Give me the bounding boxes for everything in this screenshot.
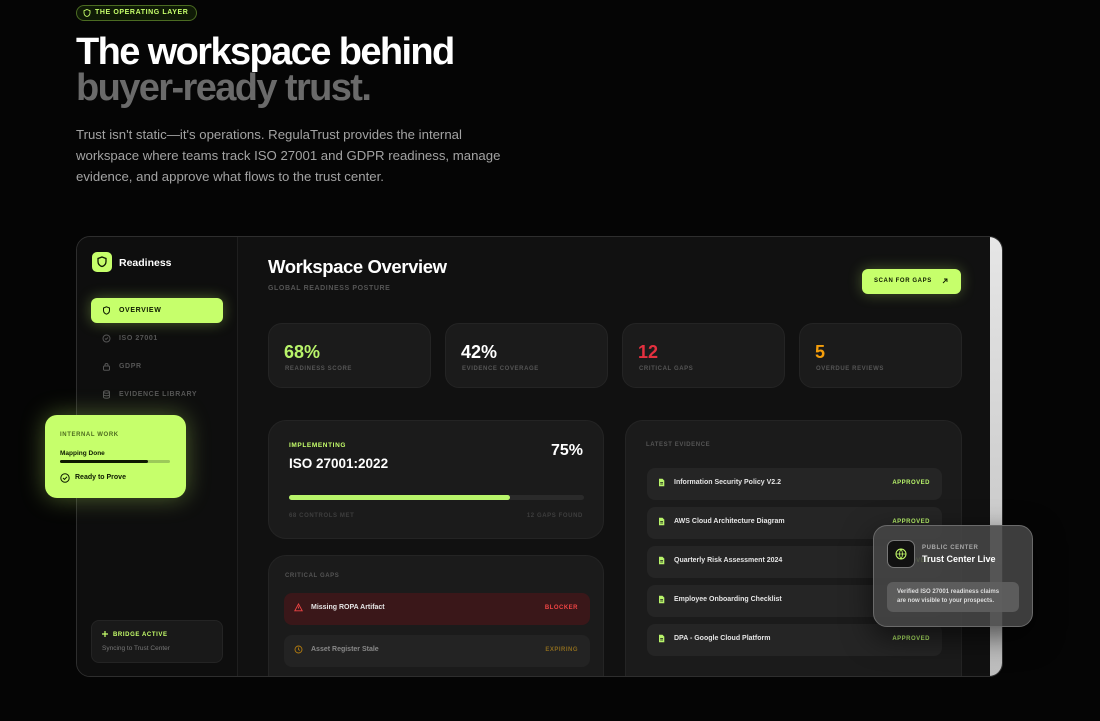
stat-label: CRITICAL GAPS xyxy=(639,366,694,372)
stat-value: 12 xyxy=(638,342,659,362)
gap-status: BLOCKER xyxy=(544,605,578,611)
controls-met: 68 CONTROLS MET xyxy=(289,513,355,519)
icon xyxy=(102,334,111,343)
evidence-status: APPROVED xyxy=(892,480,930,486)
stat-label: READINESS SCORE xyxy=(285,366,353,372)
globe-box xyxy=(887,540,915,568)
internal-status: Ready to Prove xyxy=(75,474,126,481)
evidence-name: Information Security Policy V2.2 xyxy=(674,479,781,486)
bridge-subtitle: Syncing to Trust Center xyxy=(102,645,170,652)
stat-card: 42% EVIDENCE COVERAGE xyxy=(445,323,608,388)
gap-name: Asset Register Stale xyxy=(311,646,379,653)
critical-gaps-card: CRITICAL GAPS Missing ROPA Artifact BLOCK… xyxy=(268,555,604,676)
nav-item[interactable]: ISO 27001 xyxy=(91,326,223,351)
scan-button[interactable]: SCAN FOR GAPS xyxy=(862,269,961,294)
stat-value: 42% xyxy=(461,342,498,362)
internal-task: Mapping Done xyxy=(60,450,105,457)
icon xyxy=(659,595,665,604)
icon xyxy=(659,478,665,487)
framework-card: IMPLEMENTING ISO 27001:2022 75% 68 CONTR… xyxy=(268,420,604,539)
page-subtitle: GLOBAL READINESS POSTURE xyxy=(268,285,391,292)
gap-status: EXPIRING xyxy=(545,647,578,653)
icon xyxy=(103,306,110,315)
internal-label: INTERNAL WORK xyxy=(60,432,119,438)
badge-text: THE OPERATING LAYER xyxy=(95,9,189,16)
critical-gaps-title: CRITICAL GAPS xyxy=(285,573,340,579)
scan-button-label: SCAN FOR GAPS xyxy=(874,278,932,284)
evidence-status: APPROVED xyxy=(892,519,930,525)
nav-label: GDPR xyxy=(119,363,142,370)
bridge-title: BRIDGE ACTIVE xyxy=(113,632,168,638)
brand-name: Readiness xyxy=(119,257,172,269)
arrow-icon xyxy=(942,278,948,284)
gap-name: Missing ROPA Artifact xyxy=(311,604,385,611)
icon xyxy=(659,517,665,526)
globe-icon xyxy=(895,548,907,560)
stat-label: OVERDUE REVIEWS xyxy=(816,366,885,372)
public-label: PUBLIC CENTER xyxy=(922,545,979,551)
bridge-icon xyxy=(102,631,108,637)
public-message: Verified ISO 27001 readiness claims are … xyxy=(887,582,1019,612)
headline-line2: buyer-ready trust. xyxy=(76,67,372,109)
evidence-name: AWS Cloud Architecture Diagram xyxy=(674,518,785,525)
evidence-row: Information Security Policy V2.2 APPROVED xyxy=(647,468,942,500)
nav-label: ISO 27001 xyxy=(119,335,158,342)
evidence-row: DPA - Google Cloud Platform APPROVED xyxy=(647,624,942,656)
icon xyxy=(103,390,110,399)
icon xyxy=(659,556,665,565)
bridge-card: BRIDGE ACTIVE Syncing to Trust Center xyxy=(91,620,223,663)
task-fill xyxy=(60,460,148,463)
nav-item[interactable]: OVERVIEW xyxy=(91,298,223,323)
stat-card: 68% READINESS SCORE xyxy=(268,323,431,388)
badge-icon xyxy=(83,9,91,17)
task-track xyxy=(60,460,170,463)
gap-row: Asset Register Stale EXPIRING xyxy=(284,635,590,667)
stat-card: 5 OVERDUE REVIEWS xyxy=(799,323,962,388)
brand-logo xyxy=(92,252,112,272)
icon xyxy=(659,634,665,643)
icon xyxy=(294,603,303,612)
badge: THE OPERATING LAYER xyxy=(76,5,198,21)
evidence-status: APPROVED xyxy=(892,636,930,642)
stat-card: 12 CRITICAL GAPS xyxy=(622,323,785,388)
check-icon xyxy=(60,473,70,483)
gap-row: Missing ROPA Artifact BLOCKER xyxy=(284,593,590,625)
nav-item[interactable]: EVIDENCE LIBRARY xyxy=(91,382,223,407)
public-card: PUBLIC CENTER Trust Center Live Verified… xyxy=(873,525,1033,627)
stat-value: 5 xyxy=(815,342,826,362)
public-title: Trust Center Live xyxy=(922,554,996,564)
evidence-button[interactable] xyxy=(650,676,938,677)
page-title: Workspace Overview xyxy=(268,256,447,277)
framework-status: IMPLEMENTING xyxy=(289,442,347,449)
icon xyxy=(103,363,110,371)
intro: Trust isn't static—it's operations. Regu… xyxy=(76,127,501,184)
evidence-name: Quarterly Risk Assessment 2024 xyxy=(674,557,783,564)
progress-fill xyxy=(289,495,511,500)
internal-card: INTERNAL WORK Mapping Done Ready to Prov… xyxy=(45,415,186,498)
evidence-name: DPA - Google Cloud Platform xyxy=(674,635,771,642)
nav-label: OVERVIEW xyxy=(119,307,162,314)
headline-line1: The workspace behind xyxy=(76,31,455,73)
stat-label: EVIDENCE COVERAGE xyxy=(462,366,539,372)
nav-item[interactable]: GDPR xyxy=(91,354,223,379)
icon xyxy=(294,645,303,654)
nav-label: EVIDENCE LIBRARY xyxy=(119,391,198,398)
framework-name: ISO 27001:2022 xyxy=(289,456,389,471)
gaps-found: 12 GAPS FOUND xyxy=(526,513,583,519)
evidence-name: Employee Onboarding Checklist xyxy=(674,596,782,603)
evidence-title: LATEST EVIDENCE xyxy=(646,442,711,448)
framework-progress: 75% xyxy=(550,442,583,459)
app-window: Readiness BRIDGE ACTIVE Syncing to Trust… xyxy=(76,236,1003,677)
stat-value: 68% xyxy=(284,342,321,362)
progress-track xyxy=(289,495,584,500)
